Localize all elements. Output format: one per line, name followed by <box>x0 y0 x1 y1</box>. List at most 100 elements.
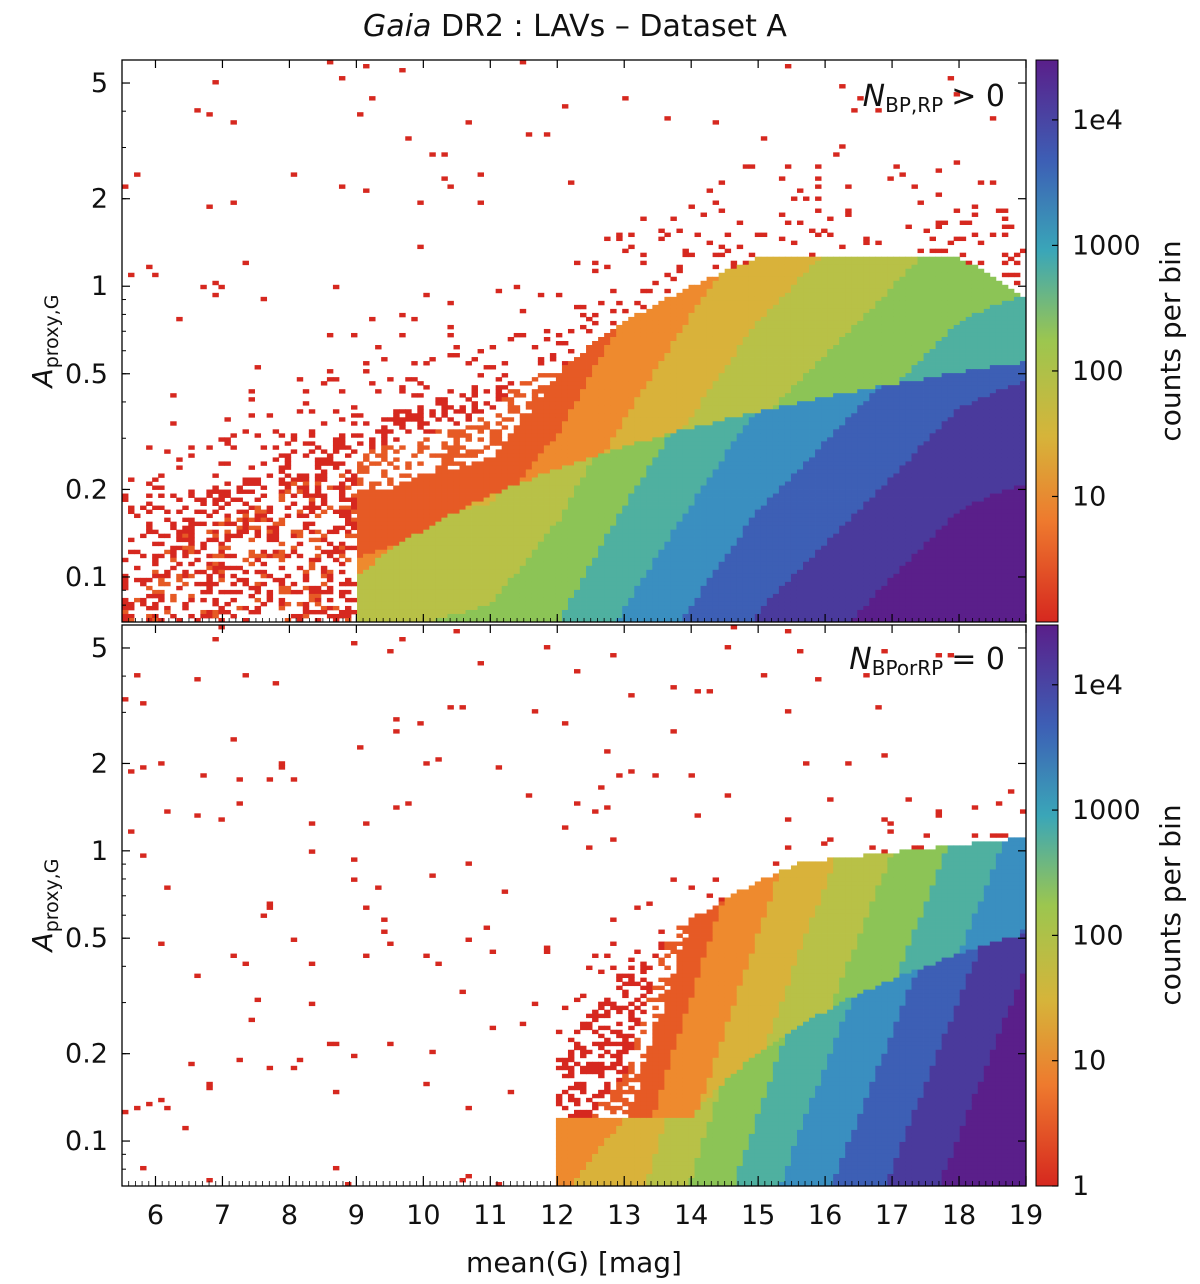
heatmap-cell <box>567 361 575 366</box>
heatmap-cell <box>574 489 581 494</box>
heatmap-cell <box>754 316 762 322</box>
heatmap-cell <box>574 260 581 266</box>
heatmap-cell <box>622 429 629 434</box>
heatmap-cell <box>314 505 322 510</box>
heatmap-cell <box>736 328 744 334</box>
heatmap-cell <box>555 425 563 430</box>
heatmap-cell <box>537 541 545 547</box>
heatmap-cell <box>736 357 744 362</box>
heatmap-cell <box>670 425 677 430</box>
heatmap-cell <box>501 585 509 591</box>
heatmap-cell <box>453 581 460 587</box>
heatmap-cell <box>537 389 545 394</box>
heatmap-cell <box>694 397 701 402</box>
heatmap-cell <box>158 573 165 579</box>
heatmap-cell <box>670 461 677 466</box>
heatmap-cell <box>694 605 701 611</box>
heatmap-cell <box>736 276 744 282</box>
heatmap-cell <box>561 525 569 531</box>
heatmap-cell <box>357 537 364 543</box>
heatmap-cell <box>266 509 274 515</box>
heatmap-cell <box>640 485 647 490</box>
heatmap-cell <box>435 609 442 615</box>
heatmap-cell <box>694 565 701 571</box>
heatmap-cell <box>628 401 635 406</box>
heatmap-cell <box>604 336 611 342</box>
heatmap-cell <box>507 581 515 587</box>
heatmap-cell <box>706 457 714 462</box>
heatmap-cell <box>387 561 394 567</box>
heatmap-cell <box>628 425 635 430</box>
heatmap-cell <box>152 589 159 595</box>
heatmap-cell <box>543 421 551 426</box>
heatmap-cell <box>146 501 153 506</box>
heatmap-cell <box>646 393 653 398</box>
heatmap-cell <box>290 437 298 442</box>
heatmap-cell <box>640 345 647 350</box>
heatmap-cell <box>718 525 726 531</box>
heatmap-cell <box>393 497 400 502</box>
heatmap-cell <box>567 561 575 567</box>
heatmap-cell <box>507 497 515 502</box>
heatmap-cell <box>363 537 370 543</box>
heatmap-cell <box>730 413 738 418</box>
heatmap-cell <box>507 565 515 571</box>
heatmap-cell <box>567 405 575 410</box>
heatmap-cell <box>525 445 533 450</box>
heatmap-cell <box>682 445 689 450</box>
heatmap-cell <box>670 593 677 599</box>
heatmap-cell <box>754 324 762 330</box>
heatmap-cell <box>296 485 304 490</box>
heatmap-cell <box>646 605 653 611</box>
heatmap-cell <box>700 425 707 430</box>
heatmap-cell <box>724 401 732 406</box>
heatmap-cell <box>712 357 720 362</box>
heatmap-cell <box>477 501 484 506</box>
heatmap-cell <box>574 304 581 310</box>
heatmap-cell <box>712 304 720 310</box>
heatmap-cell <box>495 433 503 438</box>
heatmap-cell <box>646 505 653 510</box>
heatmap-cell <box>272 429 280 434</box>
heatmap-cell <box>694 328 701 334</box>
heatmap-cell <box>604 553 611 559</box>
heatmap-cell <box>742 164 750 169</box>
heatmap-cell <box>501 453 509 458</box>
heatmap-cell <box>501 529 509 535</box>
heatmap-cell <box>688 581 695 587</box>
heatmap-cell <box>676 345 683 350</box>
heatmap-cell <box>158 581 165 587</box>
heatmap-cell <box>580 493 587 498</box>
heatmap-cell <box>417 597 424 603</box>
heatmap-cell <box>700 469 707 474</box>
heatmap-cell <box>754 268 762 274</box>
heatmap-cell <box>658 589 665 595</box>
heatmap-cell <box>700 353 707 358</box>
heatmap-cell <box>610 549 617 555</box>
heatmap-cell <box>574 393 581 398</box>
heatmap-cell <box>580 489 587 494</box>
heatmap-cell <box>495 485 503 490</box>
heatmap-cell <box>152 541 159 547</box>
heatmap-cell <box>610 373 617 378</box>
heatmap-cell <box>742 292 750 298</box>
heatmap-cell <box>670 393 677 398</box>
heatmap-cell <box>465 569 472 575</box>
heatmap-cell <box>525 521 533 527</box>
heatmap-cell <box>489 525 497 531</box>
heatmap-cell <box>122 497 129 502</box>
heatmap-cell <box>658 597 665 603</box>
heatmap-cell <box>459 509 466 515</box>
heatmap-cell <box>742 409 750 414</box>
heatmap-cell <box>724 513 732 519</box>
heatmap-cell <box>459 433 466 438</box>
heatmap-cell <box>531 517 539 523</box>
heatmap-cell <box>670 493 677 498</box>
heatmap-cell <box>471 609 478 615</box>
heatmap-cell <box>338 441 346 446</box>
heatmap-cell <box>429 617 436 622</box>
heatmap-cell <box>718 361 726 366</box>
heatmap-cell <box>200 501 207 506</box>
heatmap-cell <box>471 505 478 510</box>
